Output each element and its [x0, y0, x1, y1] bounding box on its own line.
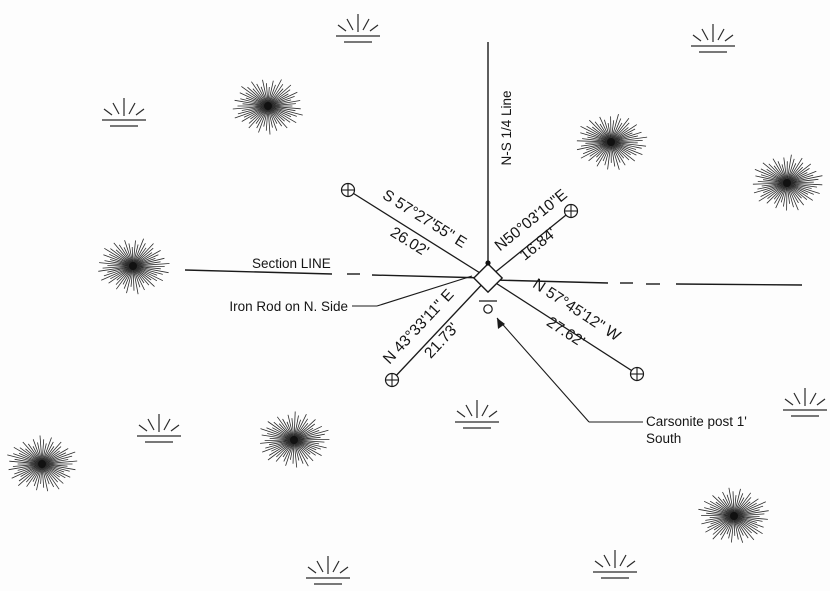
section-line-label: Section LINE [252, 256, 331, 271]
ns-line-label: N-S 1/4 Line [499, 90, 514, 165]
witness-tree-symbol [384, 372, 400, 388]
carsonite-post-symbol [479, 300, 497, 314]
tree-symbol [260, 411, 330, 468]
tie-lines [347, 189, 638, 381]
witness-tree-symbol [629, 366, 645, 382]
marsh-symbol [592, 549, 638, 579]
witness-tree-symbol [563, 203, 579, 219]
marsh-symbol [101, 97, 147, 127]
tree-symbol [232, 79, 303, 135]
leader-lines [352, 275, 643, 423]
marsh-symbol [454, 399, 500, 429]
corner-monument-symbol [472, 260, 504, 294]
tree-symbol [752, 154, 823, 211]
tie-line-sw [391, 277, 489, 381]
marsh-symbol [136, 413, 182, 443]
tree-symbol [698, 487, 769, 543]
tie-line-se [487, 277, 638, 375]
marsh-symbol [782, 387, 828, 417]
tie-line-nw [347, 189, 489, 279]
marsh-symbols [101, 13, 828, 585]
marsh-symbol [690, 23, 736, 53]
tie-line-ne [487, 210, 572, 279]
witness-tree-symbol [340, 182, 356, 198]
marsh-symbol [335, 13, 381, 43]
tree-symbols [7, 79, 823, 543]
iron-rod-label: Iron Rod on N. Side [229, 299, 348, 314]
tree-symbol [576, 113, 648, 170]
carsonite-label-line2: South [646, 431, 681, 446]
tree-symbol [98, 238, 170, 295]
tree-symbol [7, 435, 78, 492]
iron-rod-point [485, 260, 491, 266]
carsonite-label-line1: Carsonite post 1' [646, 414, 747, 429]
marsh-symbol [305, 555, 351, 585]
